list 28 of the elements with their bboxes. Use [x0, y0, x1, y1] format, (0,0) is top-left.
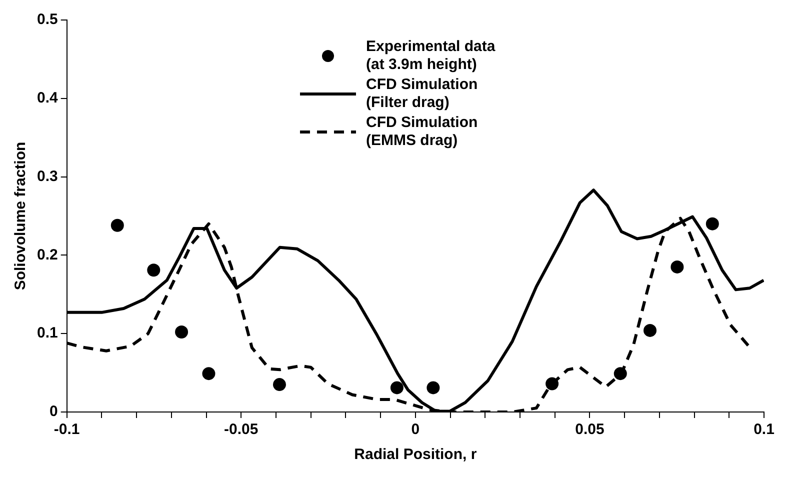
- point: [546, 377, 559, 390]
- y-tick-label: 0: [50, 403, 58, 420]
- legend-label: CFD Simulation (EMMS drag): [366, 114, 478, 150]
- x-axis-title: Radial Position, r: [354, 446, 477, 464]
- x-tick-label: 0.05: [575, 421, 604, 438]
- point: [175, 326, 188, 339]
- x-tick-label: -0.05: [224, 421, 258, 438]
- y-tick-label: 0.1: [36, 324, 58, 342]
- x-tick-label: 0: [411, 421, 420, 438]
- x-tick-label: 0.1: [754, 421, 774, 438]
- y-axis-title: Soliovolume fraction: [12, 142, 30, 290]
- y-tick-label: 0.4: [36, 90, 58, 107]
- point: [426, 381, 440, 394]
- point: [110, 218, 124, 232]
- point: [614, 367, 627, 380]
- point: [272, 378, 286, 392]
- y-tick-label: 0.5: [36, 11, 58, 28]
- legend-label: CFD Simulation (Filter drag): [366, 76, 478, 112]
- y-tick-label: 0.2: [36, 246, 58, 264]
- point: [644, 324, 657, 337]
- point: [706, 217, 719, 230]
- point: [390, 381, 404, 394]
- x-tick-label: -0.1: [54, 421, 80, 438]
- y-tick-label: 0.3: [36, 168, 58, 185]
- point: [670, 260, 684, 274]
- legend-label: Experimental data (at 3.9m height): [366, 38, 496, 74]
- point: [202, 367, 216, 380]
- point: [147, 264, 160, 277]
